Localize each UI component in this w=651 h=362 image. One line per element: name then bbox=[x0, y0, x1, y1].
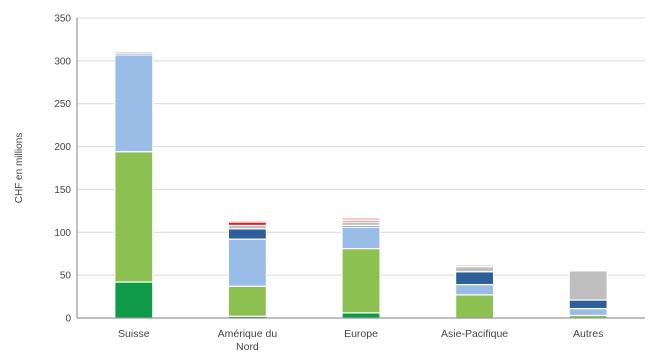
y-tick-labels: 0 50 100 150 200 250 300 350 bbox=[54, 14, 71, 325]
y-tick-label: 50 bbox=[60, 271, 72, 282]
bar-segment bbox=[114, 50, 154, 54]
bar-segment bbox=[227, 238, 267, 287]
bar-segment bbox=[341, 217, 381, 221]
y-tick-label: 100 bbox=[54, 228, 71, 239]
bar-segment bbox=[341, 247, 381, 314]
bars bbox=[114, 50, 608, 319]
y-tick-label: 200 bbox=[54, 142, 71, 153]
bar-segment bbox=[341, 226, 381, 250]
bar-segment bbox=[455, 294, 495, 319]
y-tick-label: 350 bbox=[54, 14, 71, 25]
bar-segment bbox=[568, 270, 608, 301]
bar-segment bbox=[114, 54, 154, 153]
x-category-label: Nord bbox=[236, 341, 259, 353]
y-tick-label: 300 bbox=[54, 56, 71, 67]
bar-segment bbox=[455, 283, 495, 296]
gridlines bbox=[77, 17, 645, 276]
x-category-label: Asie-Pacifique bbox=[441, 328, 508, 340]
x-category-label: Amérique du bbox=[218, 328, 278, 340]
x-category-label: Autres bbox=[573, 328, 603, 340]
bar-segment bbox=[455, 265, 495, 273]
bar-segment bbox=[227, 285, 267, 317]
bar-segment bbox=[114, 151, 154, 283]
bar-segment bbox=[114, 281, 154, 319]
y-tick-label: 250 bbox=[54, 99, 71, 110]
bar-segment bbox=[568, 307, 608, 317]
bar-segment bbox=[341, 312, 381, 319]
bar-segment bbox=[455, 264, 495, 268]
bar-segment bbox=[455, 271, 495, 286]
bar-segment bbox=[227, 228, 267, 240]
bar-segment bbox=[568, 299, 608, 310]
y-tick-label: 0 bbox=[65, 314, 71, 325]
x-category-label: Europe bbox=[344, 328, 378, 340]
y-axis-title: CHF en millions bbox=[14, 133, 25, 204]
bar-segment bbox=[227, 219, 267, 223]
x-category-label: Suisse bbox=[118, 328, 150, 340]
y-tick-label: 150 bbox=[54, 185, 71, 196]
